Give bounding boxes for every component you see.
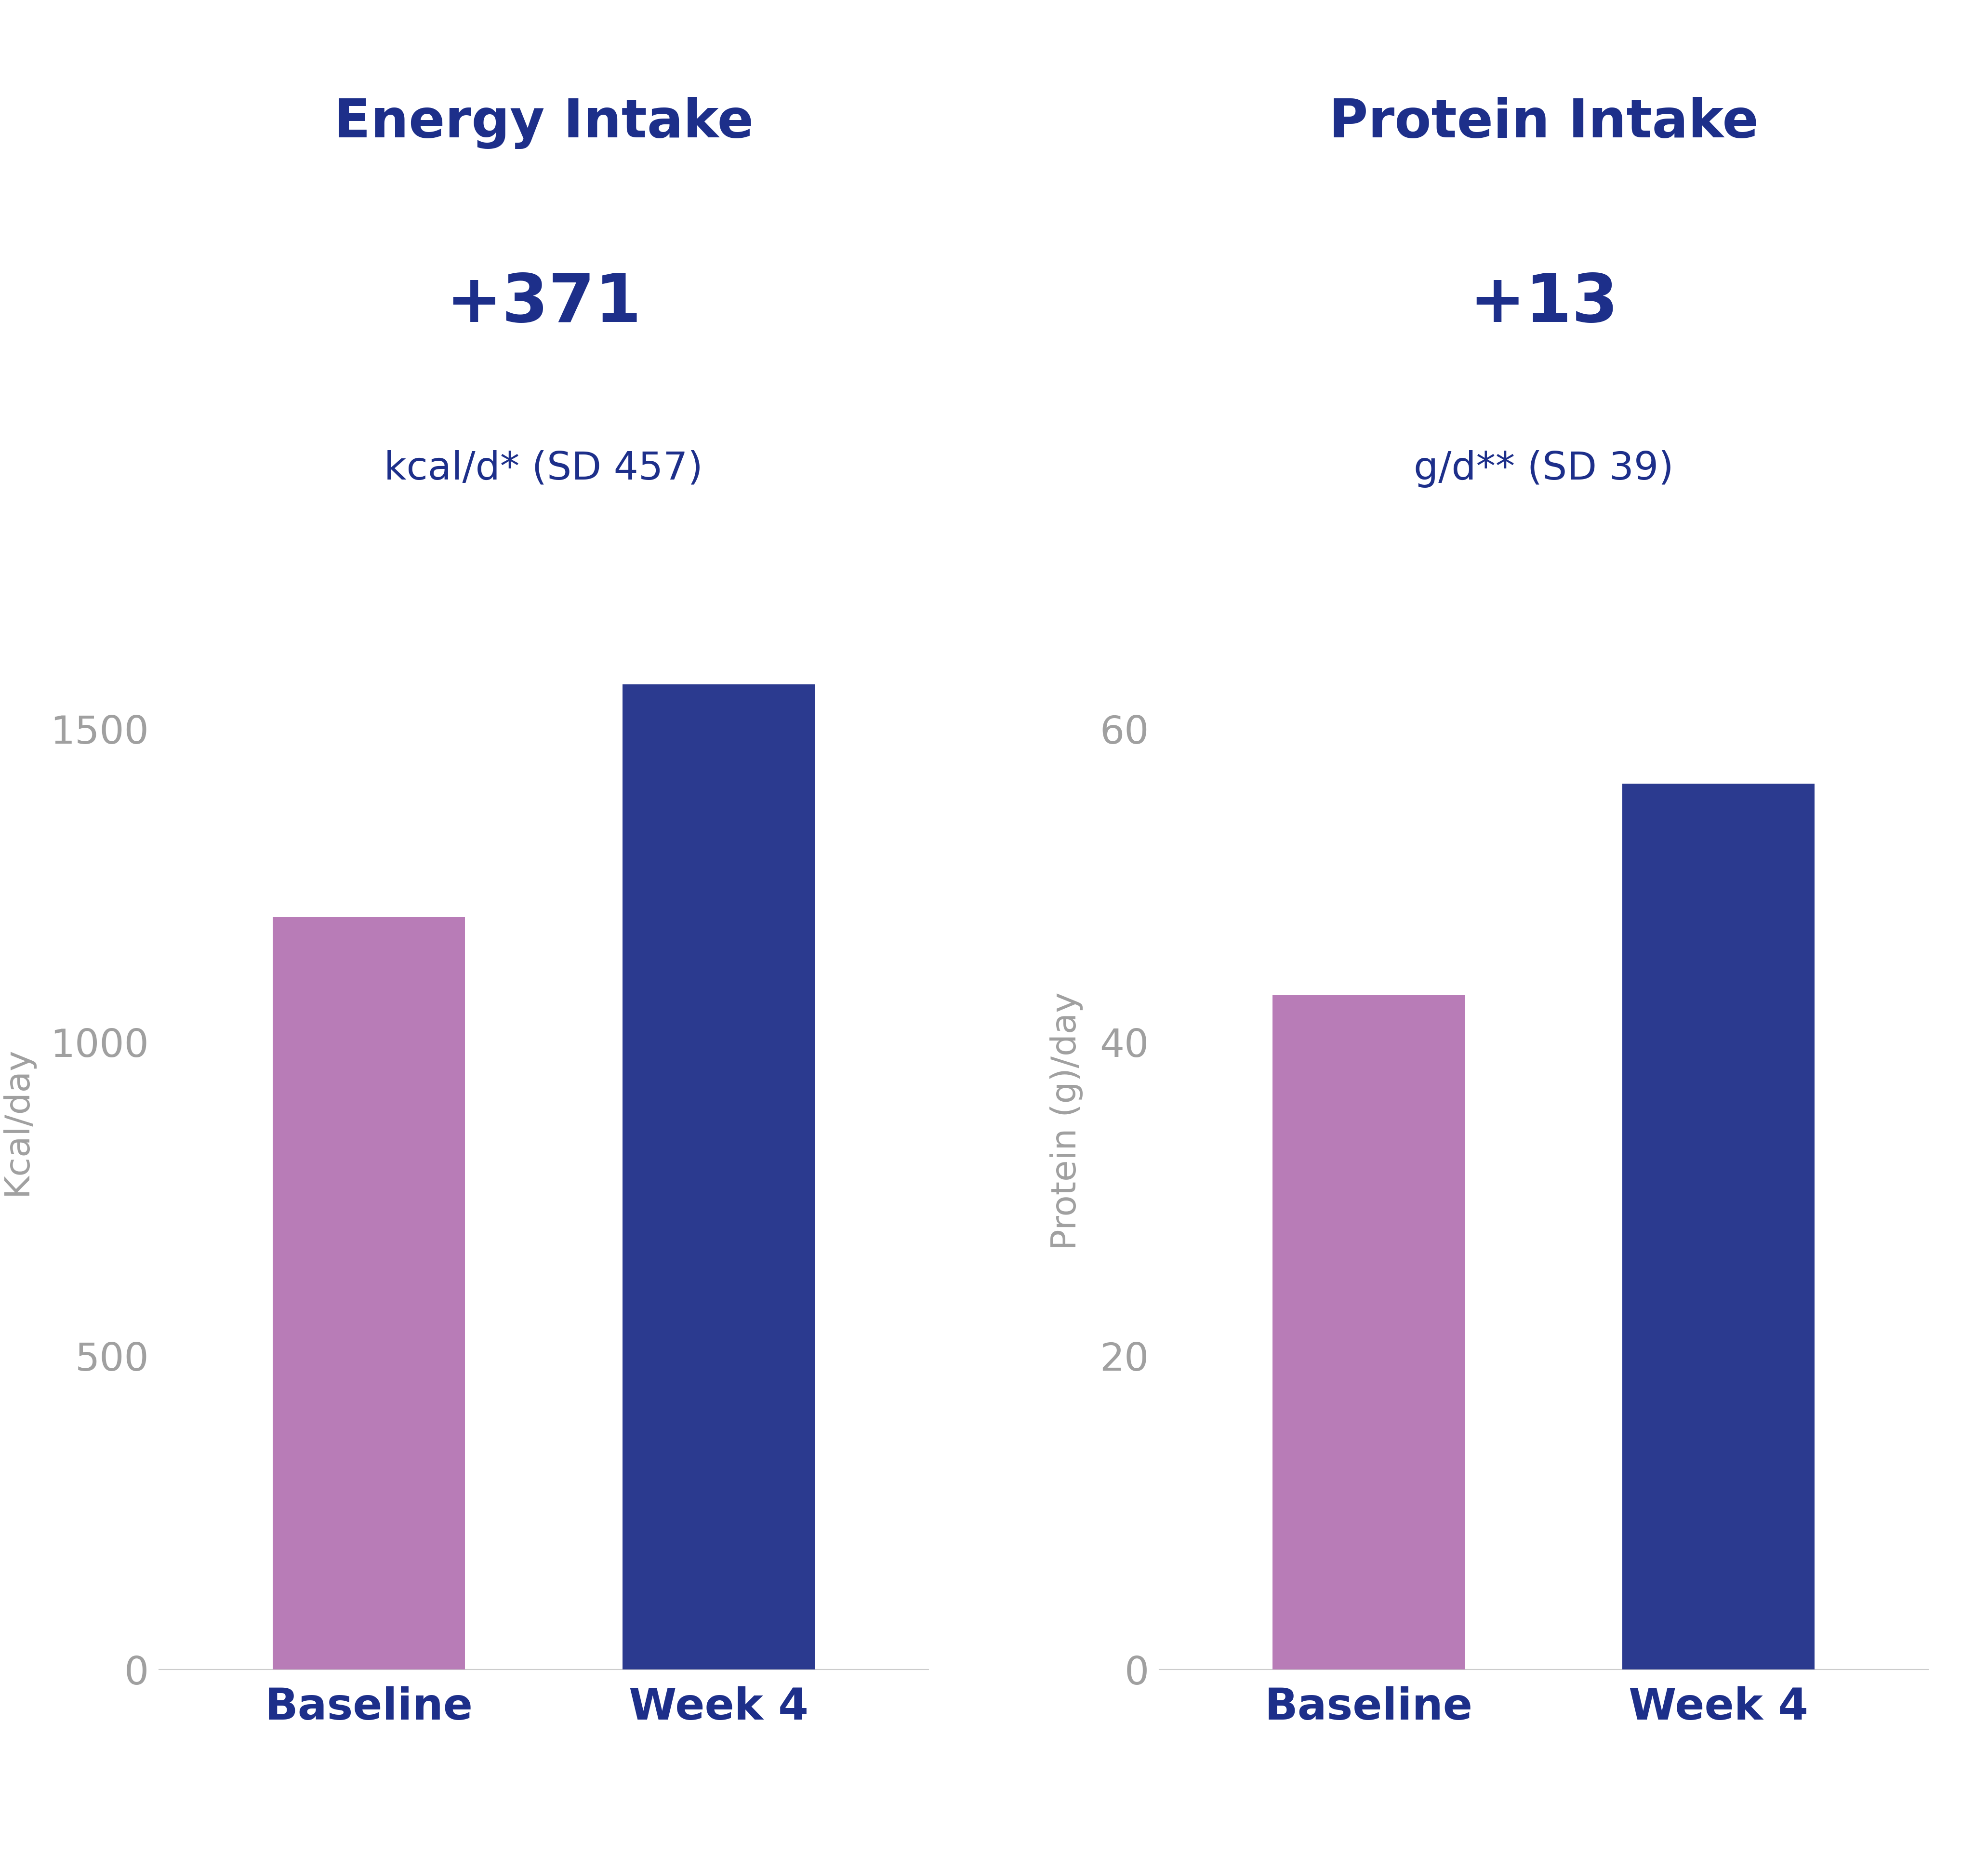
Text: Protein Intake: Protein Intake [1328, 96, 1759, 148]
Text: +371: +371 [445, 271, 642, 336]
Text: g/d** (SD 39): g/d** (SD 39) [1413, 451, 1674, 488]
Text: Energy Intake: Energy Intake [334, 96, 753, 148]
Bar [1622, 783, 1815, 1670]
Text: kcal/d* (SD 457): kcal/d* (SD 457) [384, 451, 704, 488]
Text: +13: +13 [1469, 271, 1618, 336]
Y-axis label: Kcal/day: Kcal/day [0, 1046, 34, 1195]
Bar [622, 684, 815, 1670]
Bar [1272, 996, 1465, 1670]
Bar [272, 916, 465, 1670]
Y-axis label: Protein (g)/day: Protein (g)/day [1050, 992, 1083, 1250]
